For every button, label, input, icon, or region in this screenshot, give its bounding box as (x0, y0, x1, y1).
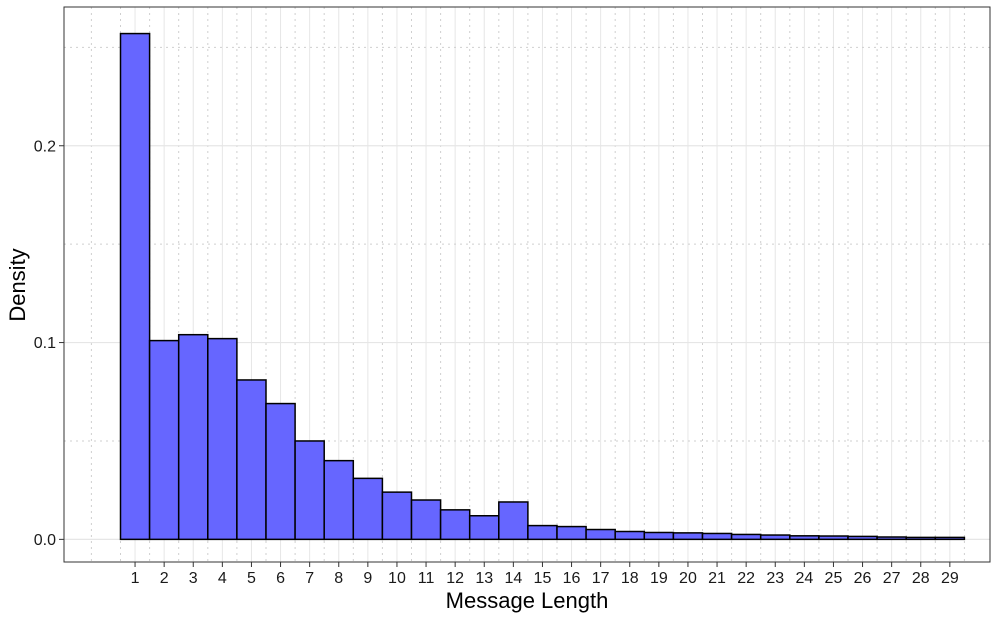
bar-12 (439, 509, 471, 541)
bar-3 (177, 333, 209, 541)
x-tick-label: 23 (766, 570, 784, 587)
x-tick-label: 9 (363, 570, 372, 587)
bar-6 (265, 402, 296, 541)
bar-25 (818, 535, 849, 541)
bars (119, 32, 966, 541)
x-tick-label: 11 (418, 570, 435, 587)
bar-16 (556, 525, 587, 541)
x-axis-ticks: 1 2 3 4 5 6 7 8 9 10 11 12 13 14 15 16 17 18 19 20 21 22 23 24 2… (131, 562, 959, 587)
bar-24 (789, 535, 820, 541)
x-tick-label: 7 (305, 570, 314, 587)
x-tick-label: 16 (563, 570, 581, 587)
bar-11 (410, 499, 442, 541)
x-axis-title: Message Length (446, 588, 609, 613)
y-tick-label: 0.0 (34, 532, 56, 549)
x-tick-label: 21 (708, 570, 726, 587)
x-tick-label: 20 (679, 570, 697, 587)
x-tick-label: 12 (446, 570, 464, 587)
bar-4 (207, 337, 238, 541)
x-tick-label: 10 (388, 570, 406, 587)
bar-27 (876, 536, 907, 541)
x-tick-label: 24 (795, 570, 813, 587)
x-tick-label: 8 (334, 570, 343, 587)
bar-14 (498, 501, 529, 541)
bar-5 (236, 379, 267, 541)
x-tick-label: 28 (912, 570, 930, 587)
x-tick-label: 15 (534, 570, 552, 587)
bar-1 (119, 32, 151, 541)
bar-29 (934, 536, 966, 541)
bar-9 (352, 477, 384, 541)
x-tick-label: 18 (621, 570, 639, 587)
x-tick-label: 4 (218, 570, 227, 587)
x-tick-label: 3 (189, 570, 198, 587)
x-tick-label: 17 (592, 570, 610, 587)
bar-28 (905, 536, 937, 541)
bar-13 (468, 515, 500, 541)
bar-10 (381, 491, 413, 541)
x-tick-label: 1 (131, 570, 140, 587)
bar-7 (294, 440, 325, 541)
bar-26 (847, 535, 878, 541)
bar-21 (701, 532, 733, 541)
bar-18 (614, 530, 646, 541)
x-tick-label: 5 (247, 570, 256, 587)
y-tick-label: 0.1 (34, 335, 56, 352)
x-tick-label: 25 (825, 570, 843, 587)
panel-border (63, 6, 991, 563)
bar-22 (730, 533, 762, 541)
grid-lines (64, 7, 990, 562)
x-tick-label: 27 (883, 570, 901, 587)
x-tick-label: 19 (650, 570, 668, 587)
y-tick-label: 0.2 (34, 138, 56, 155)
x-tick-label: 13 (475, 570, 493, 587)
x-tick-label: 26 (854, 570, 872, 587)
bar-19 (643, 531, 675, 541)
bar-23 (759, 534, 791, 541)
y-axis-ticks: 0.0 0.1 0.2 (34, 138, 64, 549)
y-axis-title: Density (5, 248, 30, 321)
bar-15 (527, 524, 558, 541)
x-tick-label: 2 (160, 570, 169, 587)
bar-17 (585, 528, 616, 541)
bar-2 (148, 339, 180, 541)
x-tick-label: 14 (504, 570, 522, 587)
x-tick-label: 29 (941, 570, 959, 587)
bar-20 (672, 532, 704, 541)
x-tick-label: 22 (737, 570, 755, 587)
x-tick-label: 6 (276, 570, 285, 587)
bar-8 (323, 459, 355, 541)
